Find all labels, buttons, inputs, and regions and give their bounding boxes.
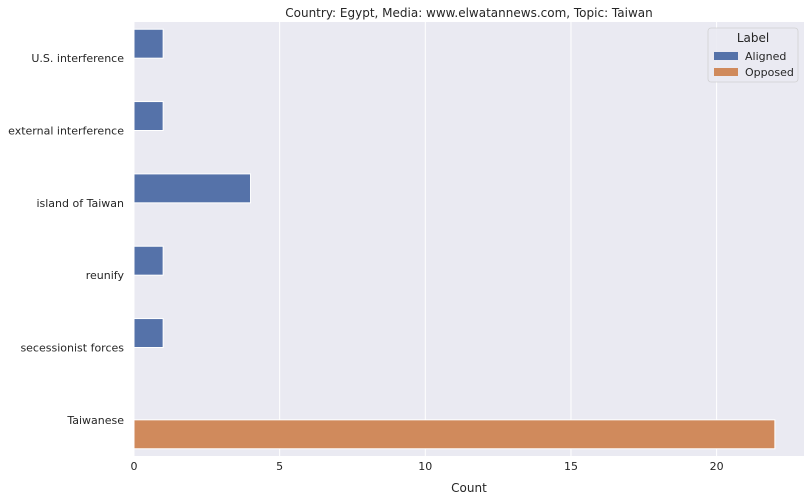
plot-background: [134, 22, 804, 456]
x-tick-label-20: 20: [710, 460, 724, 473]
legend: Label Aligned Opposed: [707, 27, 799, 83]
x-tick-label-10: 10: [418, 460, 432, 473]
bar-opposed-5: [133, 419, 776, 450]
bar-aligned-0: [133, 28, 164, 59]
y-tick-label-3: reunify: [86, 269, 125, 282]
legend-swatch-opposed: [714, 68, 738, 76]
y-tick-labels: U.S. interference external interference is…: [8, 52, 124, 427]
y-tick-label-2: island of Taiwan: [36, 197, 124, 210]
legend-label-opposed: Opposed: [745, 66, 794, 79]
legend-title: Label: [737, 31, 769, 45]
legend-swatch-aligned: [714, 52, 738, 60]
y-tick-label-0: U.S. interference: [31, 52, 124, 65]
y-tick-label-1: external interference: [8, 125, 124, 138]
x-tick-label-15: 15: [564, 460, 578, 473]
chart-title: Country: Egypt, Media: www.elwatannews.c…: [285, 6, 652, 20]
grid-lines: [133, 22, 718, 456]
x-tick-label-5: 5: [276, 460, 283, 473]
x-tick-label-0: 0: [131, 460, 138, 473]
y-tick-label-4: secessionist forces: [20, 342, 124, 355]
y-tick-label-5: Taiwanese: [66, 414, 124, 427]
x-axis-title: Count: [451, 481, 487, 495]
x-tick-labels: 0 5 10 15 20: [131, 460, 724, 473]
bar-aligned-4: [133, 318, 164, 349]
bars-group: [133, 28, 776, 450]
bar-aligned-2: [133, 173, 252, 204]
bar-aligned-3: [133, 245, 164, 276]
legend-label-aligned: Aligned: [745, 50, 786, 63]
bar-aligned-1: [133, 101, 164, 131]
